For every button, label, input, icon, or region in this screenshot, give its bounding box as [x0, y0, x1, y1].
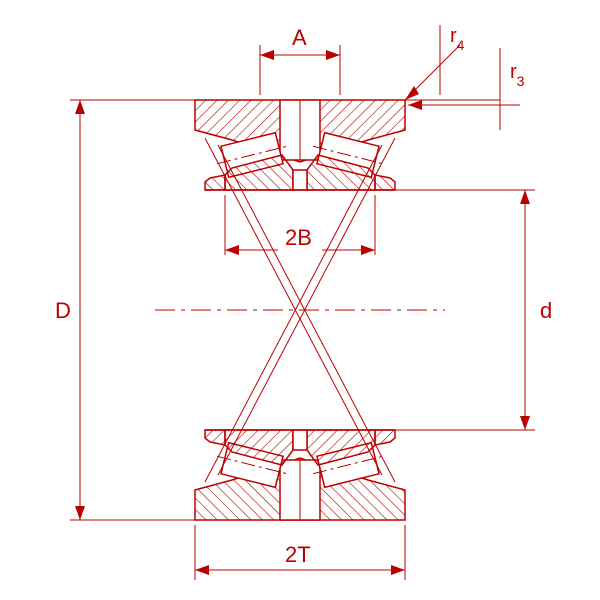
dim-A: A — [260, 25, 340, 95]
label-d: d — [540, 298, 552, 323]
dim-2B: 2B — [225, 195, 375, 255]
bearing-section-bottom — [195, 430, 405, 520]
label-A: A — [292, 25, 307, 50]
dim-r4: r4 — [405, 25, 465, 100]
label-D: D — [55, 298, 71, 323]
bearing-section-top — [195, 100, 405, 210]
dim-r3: r3 — [408, 48, 525, 130]
label-r4: r4 — [450, 25, 465, 53]
dim-2T: 2T — [195, 525, 405, 580]
label-r3: r3 — [510, 61, 525, 89]
label-2T: 2T — [285, 542, 311, 567]
bearing-diagram: D d A r4 r3 2B — [0, 0, 600, 600]
label-2B: 2B — [285, 225, 312, 250]
